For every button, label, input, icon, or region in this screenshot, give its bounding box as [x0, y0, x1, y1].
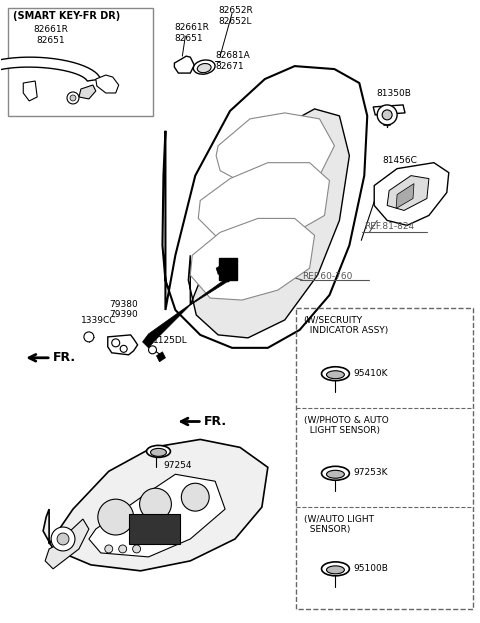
Text: (W/SECRUITY
  INDICATOR ASSY): (W/SECRUITY INDICATOR ASSY) — [304, 316, 388, 335]
Circle shape — [140, 488, 171, 520]
Polygon shape — [174, 56, 194, 73]
Polygon shape — [45, 519, 89, 569]
Circle shape — [51, 527, 75, 551]
Ellipse shape — [322, 562, 349, 576]
Circle shape — [67, 92, 79, 104]
Text: (SMART KEY-FR DR): (SMART KEY-FR DR) — [13, 11, 120, 21]
Text: REF.60-760: REF.60-760 — [301, 272, 352, 281]
Text: 82661R
82651: 82661R 82651 — [34, 26, 69, 45]
Text: 1339CC: 1339CC — [81, 316, 117, 325]
Text: 79380
79390: 79380 79390 — [109, 300, 137, 320]
Circle shape — [105, 545, 113, 553]
Text: 82652R
82652L: 82652R 82652L — [218, 6, 253, 26]
Text: 82661R
82651: 82661R 82651 — [174, 23, 209, 43]
Circle shape — [112, 339, 120, 347]
Polygon shape — [89, 474, 225, 557]
Text: 1125DL: 1125DL — [153, 336, 187, 345]
Polygon shape — [0, 57, 100, 81]
Polygon shape — [190, 219, 314, 300]
Circle shape — [84, 332, 94, 342]
Polygon shape — [373, 105, 405, 115]
Ellipse shape — [146, 445, 170, 457]
Text: 82681A
82671: 82681A 82671 — [215, 51, 250, 70]
Polygon shape — [188, 109, 349, 338]
Ellipse shape — [193, 60, 215, 74]
Polygon shape — [79, 85, 96, 99]
Ellipse shape — [197, 64, 211, 73]
Polygon shape — [374, 163, 449, 226]
Polygon shape — [162, 66, 367, 348]
Polygon shape — [108, 335, 138, 355]
Text: (W/AUTO LIGHT
  SENSOR): (W/AUTO LIGHT SENSOR) — [304, 515, 373, 535]
Text: FR.: FR. — [204, 414, 228, 427]
Polygon shape — [198, 163, 329, 242]
Circle shape — [382, 110, 392, 120]
Ellipse shape — [151, 449, 167, 457]
Text: 81456C: 81456C — [382, 156, 417, 164]
Polygon shape — [216, 113, 335, 189]
Circle shape — [70, 95, 76, 101]
Text: 95410K: 95410K — [353, 369, 388, 378]
Bar — [219, 259, 237, 280]
Text: 95100B: 95100B — [353, 564, 388, 573]
Circle shape — [119, 545, 127, 553]
Polygon shape — [23, 81, 37, 101]
Polygon shape — [156, 352, 166, 362]
Text: 81350B: 81350B — [376, 89, 411, 98]
Circle shape — [132, 545, 141, 553]
Polygon shape — [216, 264, 233, 276]
Circle shape — [181, 483, 209, 511]
Circle shape — [377, 105, 397, 125]
Bar — [8, 8, 153, 116]
Polygon shape — [43, 439, 268, 571]
Ellipse shape — [322, 367, 349, 381]
Text: REF.81-824: REF.81-824 — [364, 222, 414, 231]
Bar — [129, 514, 180, 544]
Polygon shape — [143, 278, 233, 348]
Circle shape — [148, 346, 156, 354]
Circle shape — [120, 345, 127, 353]
Circle shape — [57, 533, 69, 545]
Ellipse shape — [326, 566, 344, 574]
Ellipse shape — [326, 470, 344, 478]
Text: (W/PHOTO & AUTO
  LIGHT SENSOR): (W/PHOTO & AUTO LIGHT SENSOR) — [304, 416, 388, 435]
Text: 97253K: 97253K — [353, 468, 388, 477]
Polygon shape — [96, 75, 119, 93]
Text: FR.: FR. — [53, 351, 76, 364]
Circle shape — [98, 499, 133, 535]
Polygon shape — [396, 184, 414, 209]
Polygon shape — [387, 176, 429, 211]
Bar — [296, 308, 473, 609]
Ellipse shape — [322, 466, 349, 480]
Text: 97254: 97254 — [164, 461, 192, 470]
Ellipse shape — [326, 371, 344, 379]
